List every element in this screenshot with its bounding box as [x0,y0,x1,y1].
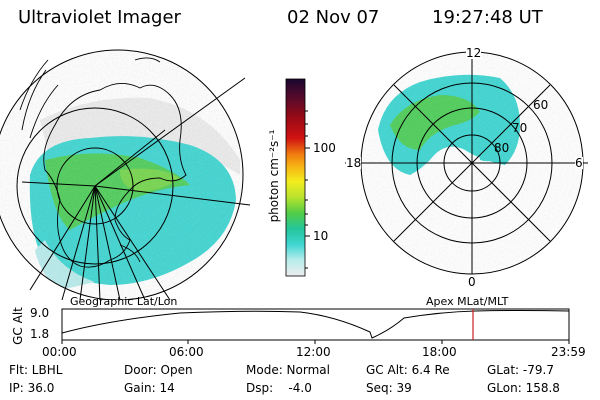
mlat-label-70: 70 [512,121,528,135]
door-readout: Door: Open [124,363,193,377]
seq-readout: Seq: 39 [366,381,412,395]
colorbar-tick-100: 100 [313,141,336,155]
gc-alt-readout: GC Alt: 6.4 Re [366,363,450,377]
instrument-title: Ultraviolet Imager [18,7,181,28]
gain-readout: Gain: 14 [124,381,175,395]
colorbar-tick-10: 10 [313,229,329,243]
polar-image [345,51,588,275]
mlt-label-0: 0 [468,275,476,289]
altitude-axis-label: GC Alt [11,307,25,345]
time-tick-2359: 23:59 [551,345,586,359]
mlt-label-12: 12 [466,46,482,60]
observation-date: 02 Nov 07 [287,7,380,28]
altitude-plot [61,308,570,344]
glon-readout: GLon: 158.8 [487,381,560,395]
geographic-panel-label: Geographic Lat/Lon [70,295,178,308]
time-tick-0600: 06:00 [169,345,204,359]
mlt-label-18: 18 [346,156,362,170]
mlat-label-80: 80 [494,141,510,155]
flt-readout: Flt: LBHL [9,363,63,377]
time-tick-1200: 12:00 [296,345,331,359]
mode-readout: Mode: Normal [246,363,330,377]
glat-readout: GLat: -79.7 [487,363,554,377]
time-tick-1800: 18:00 [422,345,457,359]
colorbar-label: photon cm⁻²s⁻¹ [267,129,281,223]
mlat-label-60: 60 [533,98,549,112]
altitude-tick-high: 9.0 [30,306,50,320]
dsp-readout: Dsp: -4.0 [246,381,312,395]
observation-time: 19:27:48 UT [432,7,543,28]
mlt-label-6: 6 [575,156,583,170]
geographic-image [0,49,251,300]
time-tick-0000: 00:00 [42,345,77,359]
colorbar [285,78,310,277]
polar-panel-label: Apex MLat/MLT [426,295,509,308]
ip-readout: IP: 36.0 [9,381,55,395]
altitude-tick-low: 1.8 [30,327,50,341]
